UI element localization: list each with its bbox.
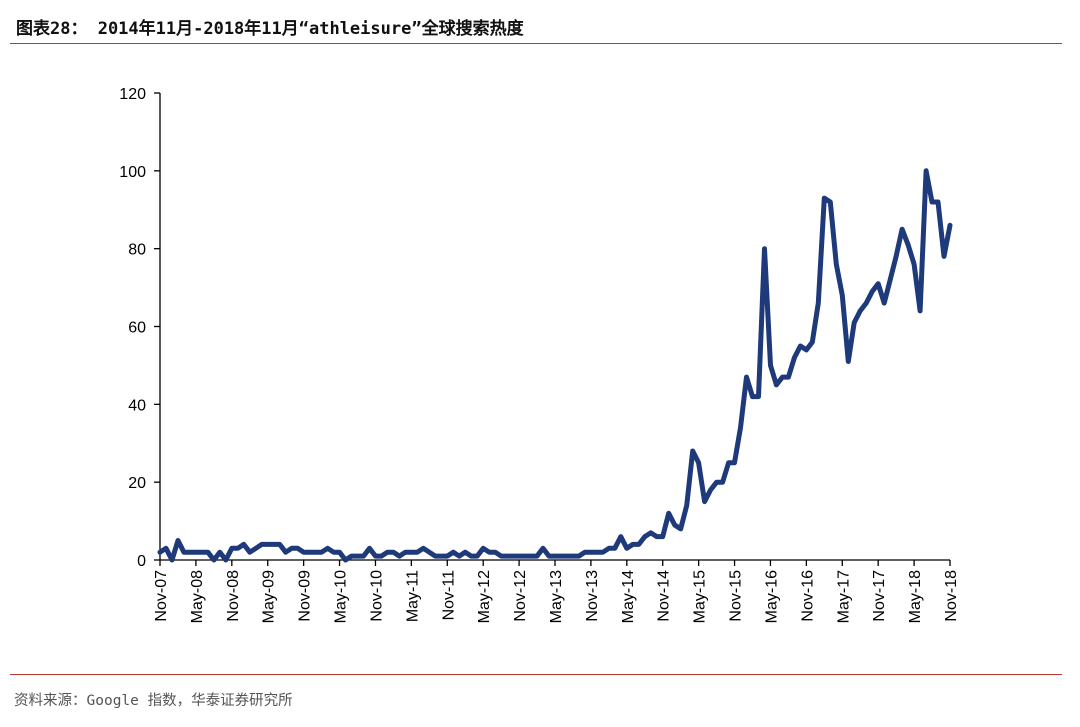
y-axis: 0 20 40 60 80 100 120 bbox=[119, 86, 161, 570]
x-tick-label: Nov-17 bbox=[871, 570, 888, 622]
x-tick-label: May-11 bbox=[404, 570, 421, 622]
bottom-divider bbox=[10, 674, 1062, 675]
x-tick-label: Nov-15 bbox=[728, 570, 745, 622]
x-tick-label: May-10 bbox=[333, 570, 350, 623]
chart-area: 0 20 40 60 80 100 120 Nov-07 May-08 Nov-08 May-09… bbox=[0, 44, 1080, 674]
x-tick-label: Nov-09 bbox=[297, 570, 314, 622]
figure-title: 图表28： 2014年11月-2018年11月“athleisure”全球搜索热… bbox=[16, 19, 524, 39]
y-tick-label: 20 bbox=[128, 475, 146, 492]
x-tick-label: May-16 bbox=[763, 570, 780, 623]
y-tick-label: 80 bbox=[128, 242, 146, 259]
x-tick-label: Nov-18 bbox=[943, 570, 960, 622]
x-tick-label: Nov-14 bbox=[656, 570, 673, 622]
y-tick-label: 60 bbox=[128, 320, 146, 337]
x-tick-label: May-09 bbox=[261, 570, 278, 623]
y-tick-label: 100 bbox=[119, 164, 146, 181]
x-tick-label: May-12 bbox=[476, 570, 493, 623]
x-tick-label: Nov-13 bbox=[584, 570, 601, 622]
series-line bbox=[157, 168, 953, 563]
y-tick-label: 40 bbox=[128, 397, 146, 414]
x-tick-label: Nov-07 bbox=[153, 570, 170, 622]
series-group bbox=[157, 168, 953, 563]
y-tick-label: 120 bbox=[119, 86, 146, 103]
x-tick-label: Nov-16 bbox=[799, 570, 816, 622]
source-note: 资料来源：Google 指数，华泰证券研究所 bbox=[14, 693, 293, 709]
top-divider bbox=[10, 43, 1062, 44]
x-axis: Nov-07 May-08 Nov-08 May-09 Nov-09 May-10 Nov-… bbox=[153, 559, 960, 623]
line-chart: 0 20 40 60 80 100 120 Nov-07 May-08 Nov-08 May-09… bbox=[119, 86, 960, 623]
x-tick-label: May-08 bbox=[189, 570, 206, 623]
x-tick-label: Nov-08 bbox=[225, 570, 242, 622]
x-tick-label: May-14 bbox=[620, 570, 637, 623]
x-tick-label: Nov-11 bbox=[440, 570, 457, 620]
x-tick-label: Nov-12 bbox=[512, 570, 529, 622]
x-tick-label: May-18 bbox=[907, 570, 924, 623]
x-tick-label: May-17 bbox=[835, 570, 852, 623]
figure-header: 图表28： 2014年11月-2018年11月“athleisure”全球搜索热… bbox=[0, 0, 1080, 44]
x-tick-label: Nov-10 bbox=[368, 570, 385, 622]
y-tick-label: 0 bbox=[137, 553, 146, 570]
x-tick-label: May-15 bbox=[692, 570, 709, 623]
x-tick-label: May-13 bbox=[548, 570, 565, 623]
